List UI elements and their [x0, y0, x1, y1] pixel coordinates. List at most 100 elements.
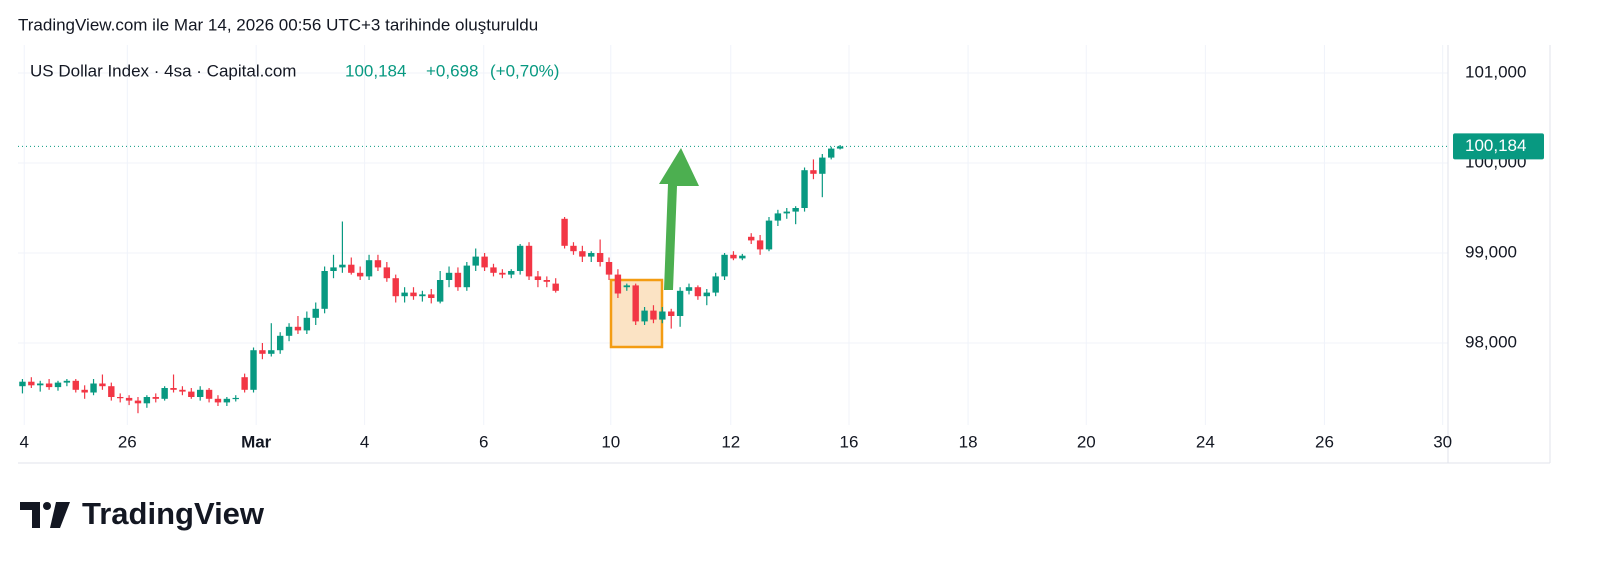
candle-body — [561, 218, 568, 246]
x-tick-label: 10 — [601, 432, 620, 451]
x-tick-label: 6 — [479, 432, 488, 451]
logo-text: TradingView — [82, 496, 265, 531]
candle-body — [748, 236, 755, 241]
x-tick-label: 26 — [1315, 432, 1334, 451]
candle-body — [650, 310, 657, 320]
candle-body — [481, 256, 488, 268]
candle-body — [276, 335, 284, 351]
candle-body — [694, 287, 702, 297]
x-tick-label: 18 — [959, 432, 978, 451]
candle-body — [472, 256, 479, 266]
candle-body — [294, 326, 302, 331]
logo-icon — [50, 502, 70, 528]
candle-body — [490, 267, 497, 273]
candle-body — [392, 278, 399, 297]
candle-body — [730, 254, 737, 259]
candle-body — [152, 397, 159, 399]
y-tick-label: 98,000 — [1465, 332, 1517, 351]
candle-body — [668, 311, 675, 317]
x-tick-label: 20 — [1077, 432, 1096, 451]
y-tick-label: 101,000 — [1465, 62, 1526, 81]
candle-body — [543, 280, 551, 282]
candle-body — [534, 276, 542, 281]
candle-body — [134, 400, 142, 404]
candle-body — [259, 350, 266, 354]
grid — [18, 45, 1448, 425]
logo-icon — [43, 502, 51, 510]
candle-body — [312, 308, 319, 318]
candle-body — [721, 254, 728, 277]
candle-body — [579, 251, 586, 257]
created-note: TradingView.com ile Mar 14, 2026 00:56 U… — [18, 15, 538, 34]
candle-body — [90, 383, 97, 393]
candle-body — [303, 317, 311, 331]
candle-body — [445, 272, 453, 281]
candle-body — [756, 240, 764, 250]
candle-body — [810, 170, 817, 174]
candle-body — [232, 397, 239, 400]
candle-body — [143, 397, 151, 404]
candle-body — [45, 383, 53, 388]
candle-body — [454, 272, 462, 288]
candle-body — [801, 170, 808, 208]
candle-body — [819, 157, 826, 174]
candle-body — [436, 280, 444, 302]
x-tick-label: 30 — [1433, 432, 1452, 451]
x-tick-label: 26 — [118, 432, 137, 451]
symbol: US Dollar Index · 4sa · Capital.com — [30, 61, 296, 80]
candle-body — [570, 245, 577, 252]
candle-body — [19, 381, 26, 387]
candle-body — [685, 287, 693, 291]
candle-body — [188, 391, 195, 398]
last-price-label: 100,184 — [1465, 136, 1526, 155]
x-tick-label: Mar — [241, 432, 272, 451]
candle-body — [63, 380, 71, 383]
candle-body — [783, 211, 790, 214]
candle-body — [205, 389, 213, 399]
candle-body — [196, 389, 204, 398]
x-tick-label: 4 — [19, 432, 28, 451]
candle-body — [348, 264, 355, 273]
candle-body — [739, 255, 746, 259]
candle-body — [339, 264, 346, 268]
candle-body — [161, 388, 168, 399]
candle-body — [321, 271, 328, 309]
change: +0,698 — [426, 61, 478, 80]
candle-body — [641, 310, 648, 322]
x-tick-label: 24 — [1196, 432, 1215, 451]
candle-body — [374, 260, 382, 268]
candle-body — [383, 267, 391, 279]
candle-body — [356, 272, 364, 277]
candle-body — [623, 285, 630, 288]
candle-body — [223, 398, 231, 403]
last-price-box — [1453, 133, 1544, 160]
candle-body — [54, 382, 62, 388]
candle-body — [614, 274, 622, 294]
candle-body — [419, 294, 426, 297]
candle-body — [401, 292, 408, 297]
candle-body — [828, 148, 835, 158]
x-tick-label: 4 — [360, 432, 369, 451]
candle-body — [428, 294, 435, 299]
x-tick-label: 12 — [721, 432, 740, 451]
candle-body — [330, 267, 337, 272]
candle-body — [765, 220, 773, 250]
candle-body — [250, 350, 257, 390]
candle-body — [81, 389, 88, 393]
candle-body — [214, 398, 222, 403]
candle-body — [703, 292, 710, 297]
logo: TradingView — [20, 496, 265, 531]
logo-icon — [20, 502, 40, 528]
candle-body — [632, 285, 639, 322]
candle-body — [516, 245, 524, 272]
candle-body — [241, 377, 248, 390]
candle-body — [125, 397, 133, 401]
candle-body — [712, 276, 719, 293]
candle-body — [99, 383, 106, 387]
candle-body — [365, 260, 373, 277]
price: 100,184 — [345, 61, 406, 80]
x-tick-label: 16 — [840, 432, 859, 451]
candle-body — [117, 397, 124, 399]
candle-body — [552, 283, 559, 291]
